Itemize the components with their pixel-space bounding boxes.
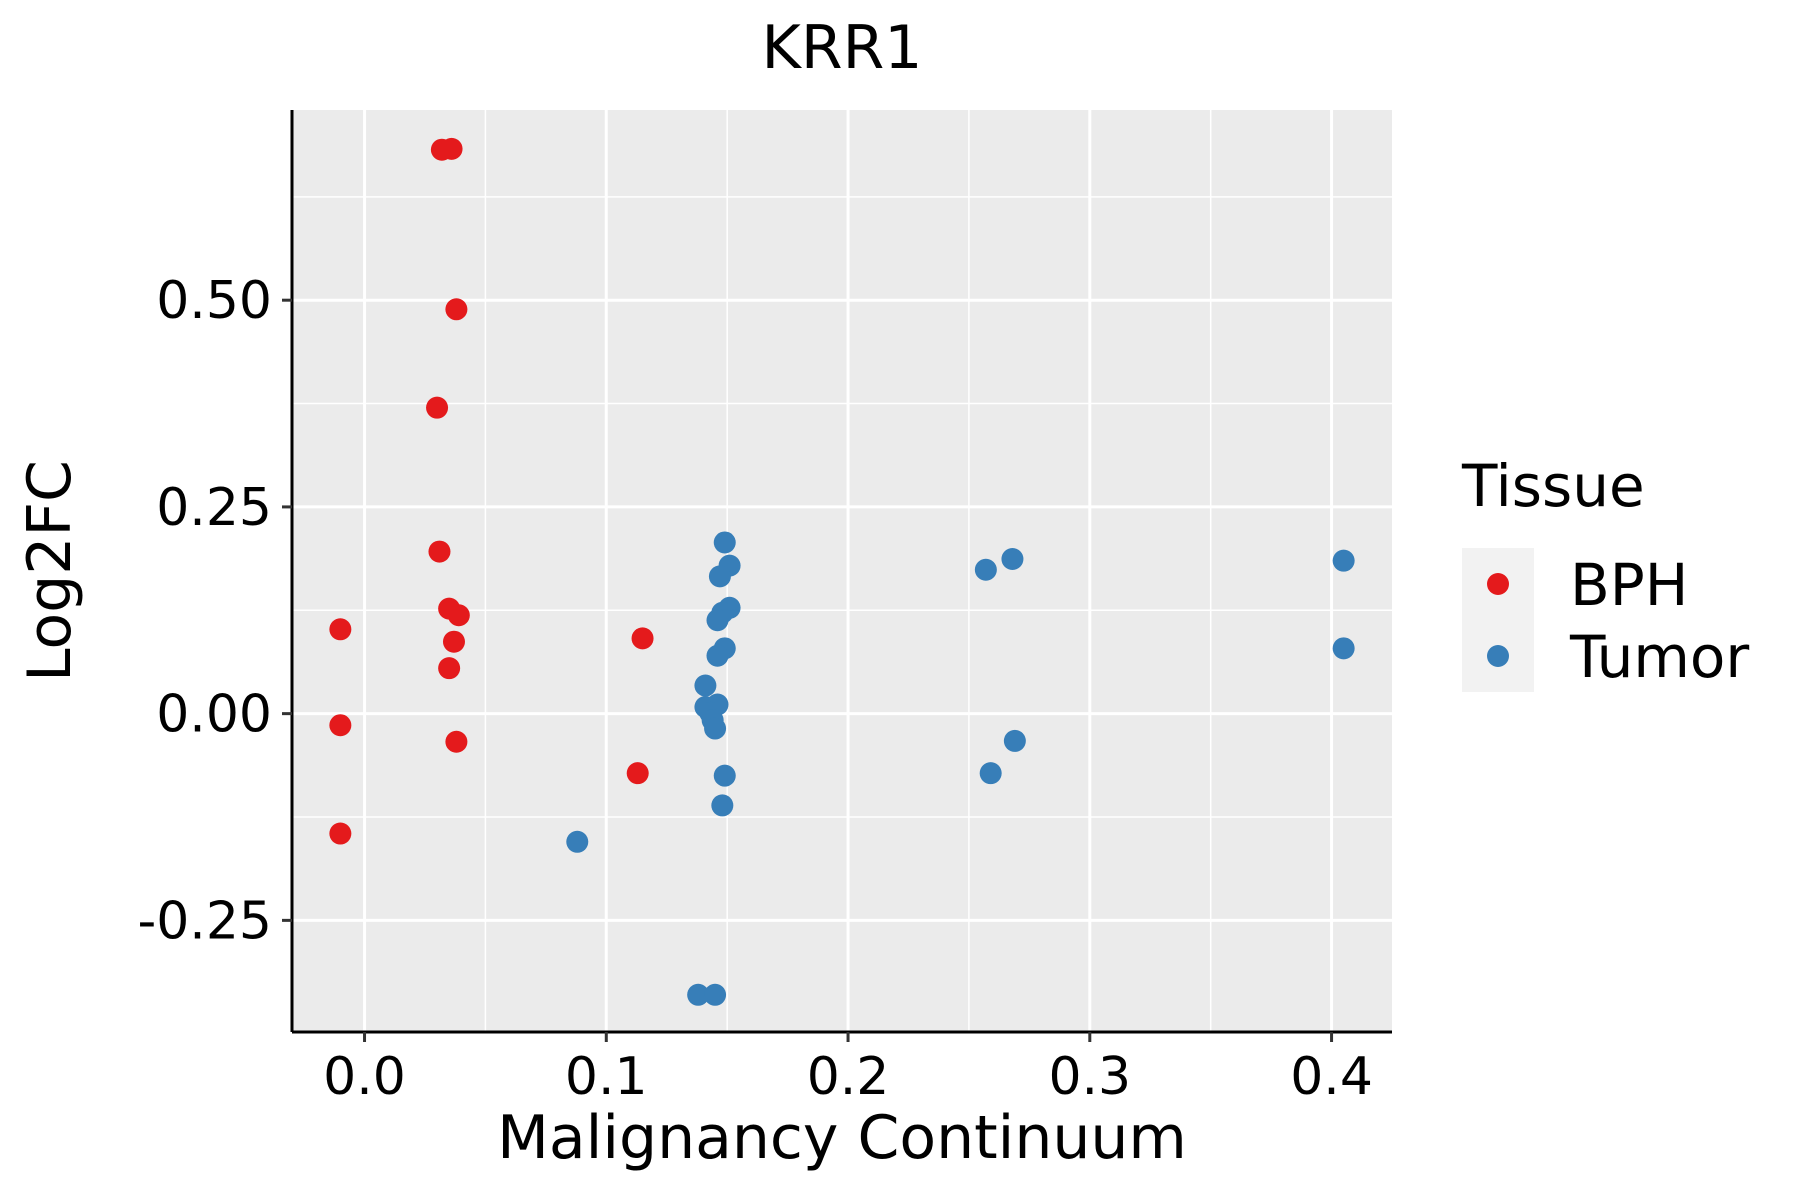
plot-panel: [292, 110, 1392, 1032]
data-point-tumor: [713, 764, 736, 787]
data-point-bph: [626, 762, 649, 785]
chart-title: KRR1: [762, 13, 923, 83]
x-tick-label: 0.2: [807, 1047, 890, 1107]
data-point-bph: [329, 714, 352, 737]
data-point-tumor: [979, 762, 1002, 785]
legend: Tissue BPH Tumor: [1461, 452, 1749, 692]
data-point-bph: [442, 630, 465, 653]
data-point-bph: [440, 137, 463, 160]
legend-label-tumor: Tumor: [1569, 623, 1749, 691]
legend-key-background: [1462, 548, 1534, 692]
data-point-tumor: [1003, 729, 1026, 752]
x-tick-label: 0.3: [1048, 1047, 1131, 1107]
data-point-tumor: [566, 830, 589, 853]
data-point-tumor: [1332, 549, 1355, 572]
y-axis-title: Log2FC: [15, 460, 85, 682]
legend-title: Tissue: [1461, 452, 1645, 520]
data-point-bph: [426, 396, 449, 419]
data-point-tumor: [704, 717, 727, 740]
data-point-tumor: [704, 983, 727, 1006]
data-point-tumor: [687, 983, 710, 1006]
x-axis-title: Malignancy Continuum: [497, 1103, 1187, 1173]
data-point-bph: [447, 604, 470, 627]
x-axis-ticks: 0.0 0.1 0.2 0.3 0.4: [323, 1032, 1373, 1107]
data-point-tumor: [974, 558, 997, 581]
data-point-bph: [329, 822, 352, 845]
legend-marker-tumor: [1487, 645, 1509, 667]
data-point-tumor: [708, 565, 731, 588]
y-tick-label: 0.25: [156, 478, 272, 538]
legend-marker-bph: [1487, 573, 1509, 595]
data-point-tumor: [1001, 548, 1024, 571]
data-point-tumor: [706, 644, 729, 667]
data-point-bph: [428, 540, 451, 563]
data-point-tumor: [694, 674, 717, 697]
y-axis-ticks: -0.25 0.00 0.25 0.50: [137, 271, 292, 951]
x-tick-label: 0.0: [323, 1047, 406, 1107]
data-point-bph: [631, 627, 654, 650]
data-point-tumor: [1332, 637, 1355, 660]
x-tick-label: 0.1: [565, 1047, 648, 1107]
data-points: [329, 137, 1355, 1006]
data-point-bph: [445, 298, 468, 321]
data-point-tumor: [706, 609, 729, 632]
data-point-bph: [438, 657, 461, 680]
y-tick-label: 0.50: [156, 271, 272, 331]
major-gridlines: [292, 110, 1392, 1032]
data-point-bph: [445, 730, 468, 753]
y-tick-label: 0.00: [156, 685, 272, 745]
data-point-bph: [329, 618, 352, 641]
legend-label-bph: BPH: [1570, 551, 1688, 619]
data-point-tumor: [711, 794, 734, 817]
x-tick-label: 0.4: [1290, 1047, 1373, 1107]
data-point-tumor: [713, 531, 736, 554]
y-tick-label: -0.25: [137, 891, 272, 951]
